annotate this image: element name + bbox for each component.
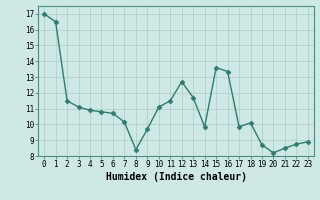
X-axis label: Humidex (Indice chaleur): Humidex (Indice chaleur) xyxy=(106,172,246,182)
